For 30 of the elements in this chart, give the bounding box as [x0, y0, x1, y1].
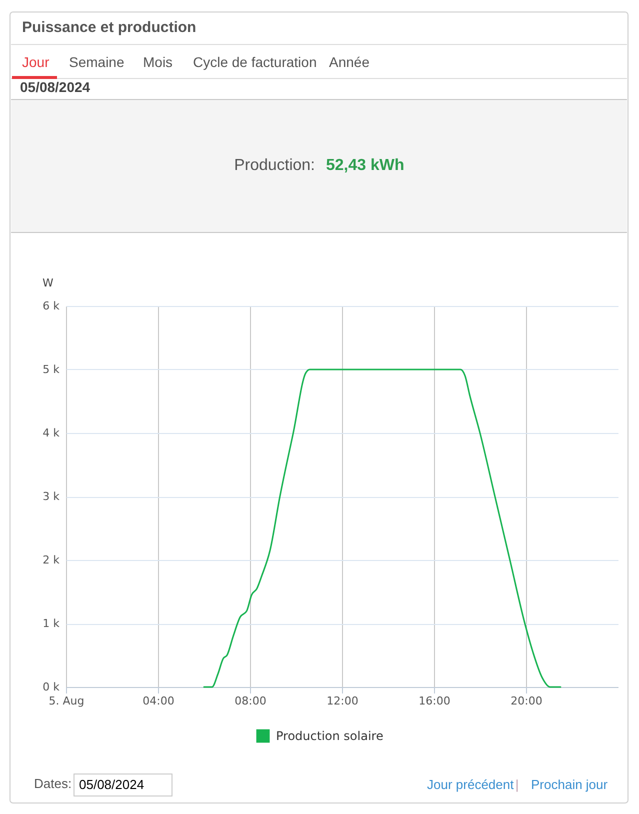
x-tick-label: 16:00 [418, 694, 450, 708]
text: 05/08/2024 [20, 79, 90, 95]
y-tick-label: 6 k [42, 300, 60, 312]
legend-label: Production solaire [276, 729, 384, 743]
y-tick-label: 0 k [42, 680, 60, 694]
text: | [515, 777, 519, 792]
y-tick-label: 1 k [42, 617, 60, 630]
text: Semaine [69, 54, 124, 70]
x-tick-label: 5. Aug [48, 694, 84, 708]
text: Jour [22, 54, 50, 70]
text: Production: [234, 157, 315, 174]
line-series [203, 368, 562, 688]
text: Dates: [34, 776, 72, 791]
x-tick-label: 20:00 [510, 694, 542, 708]
y-tick-label: 5 k [42, 363, 60, 376]
text: Année [329, 54, 370, 70]
text: 05/08/2024 [79, 777, 144, 792]
text: Cycle de facturation [193, 54, 317, 70]
y-tick-label: 3 k [42, 490, 60, 503]
y-tick-label: 4 k [42, 426, 60, 440]
x-tick-label: 04:00 [142, 694, 174, 708]
x-tick-label: 08:00 [234, 694, 266, 708]
text: Prochain jour [531, 777, 608, 792]
text: Jour précédent [427, 777, 514, 792]
chart-title: Puissance et production [22, 19, 196, 36]
text: 52,43 kWh [326, 157, 404, 174]
y-axis-title: W [42, 276, 54, 290]
x-tick-label: 12:00 [326, 694, 358, 708]
y-tick-label: 2 k [42, 554, 60, 566]
text: Mois [143, 54, 173, 70]
